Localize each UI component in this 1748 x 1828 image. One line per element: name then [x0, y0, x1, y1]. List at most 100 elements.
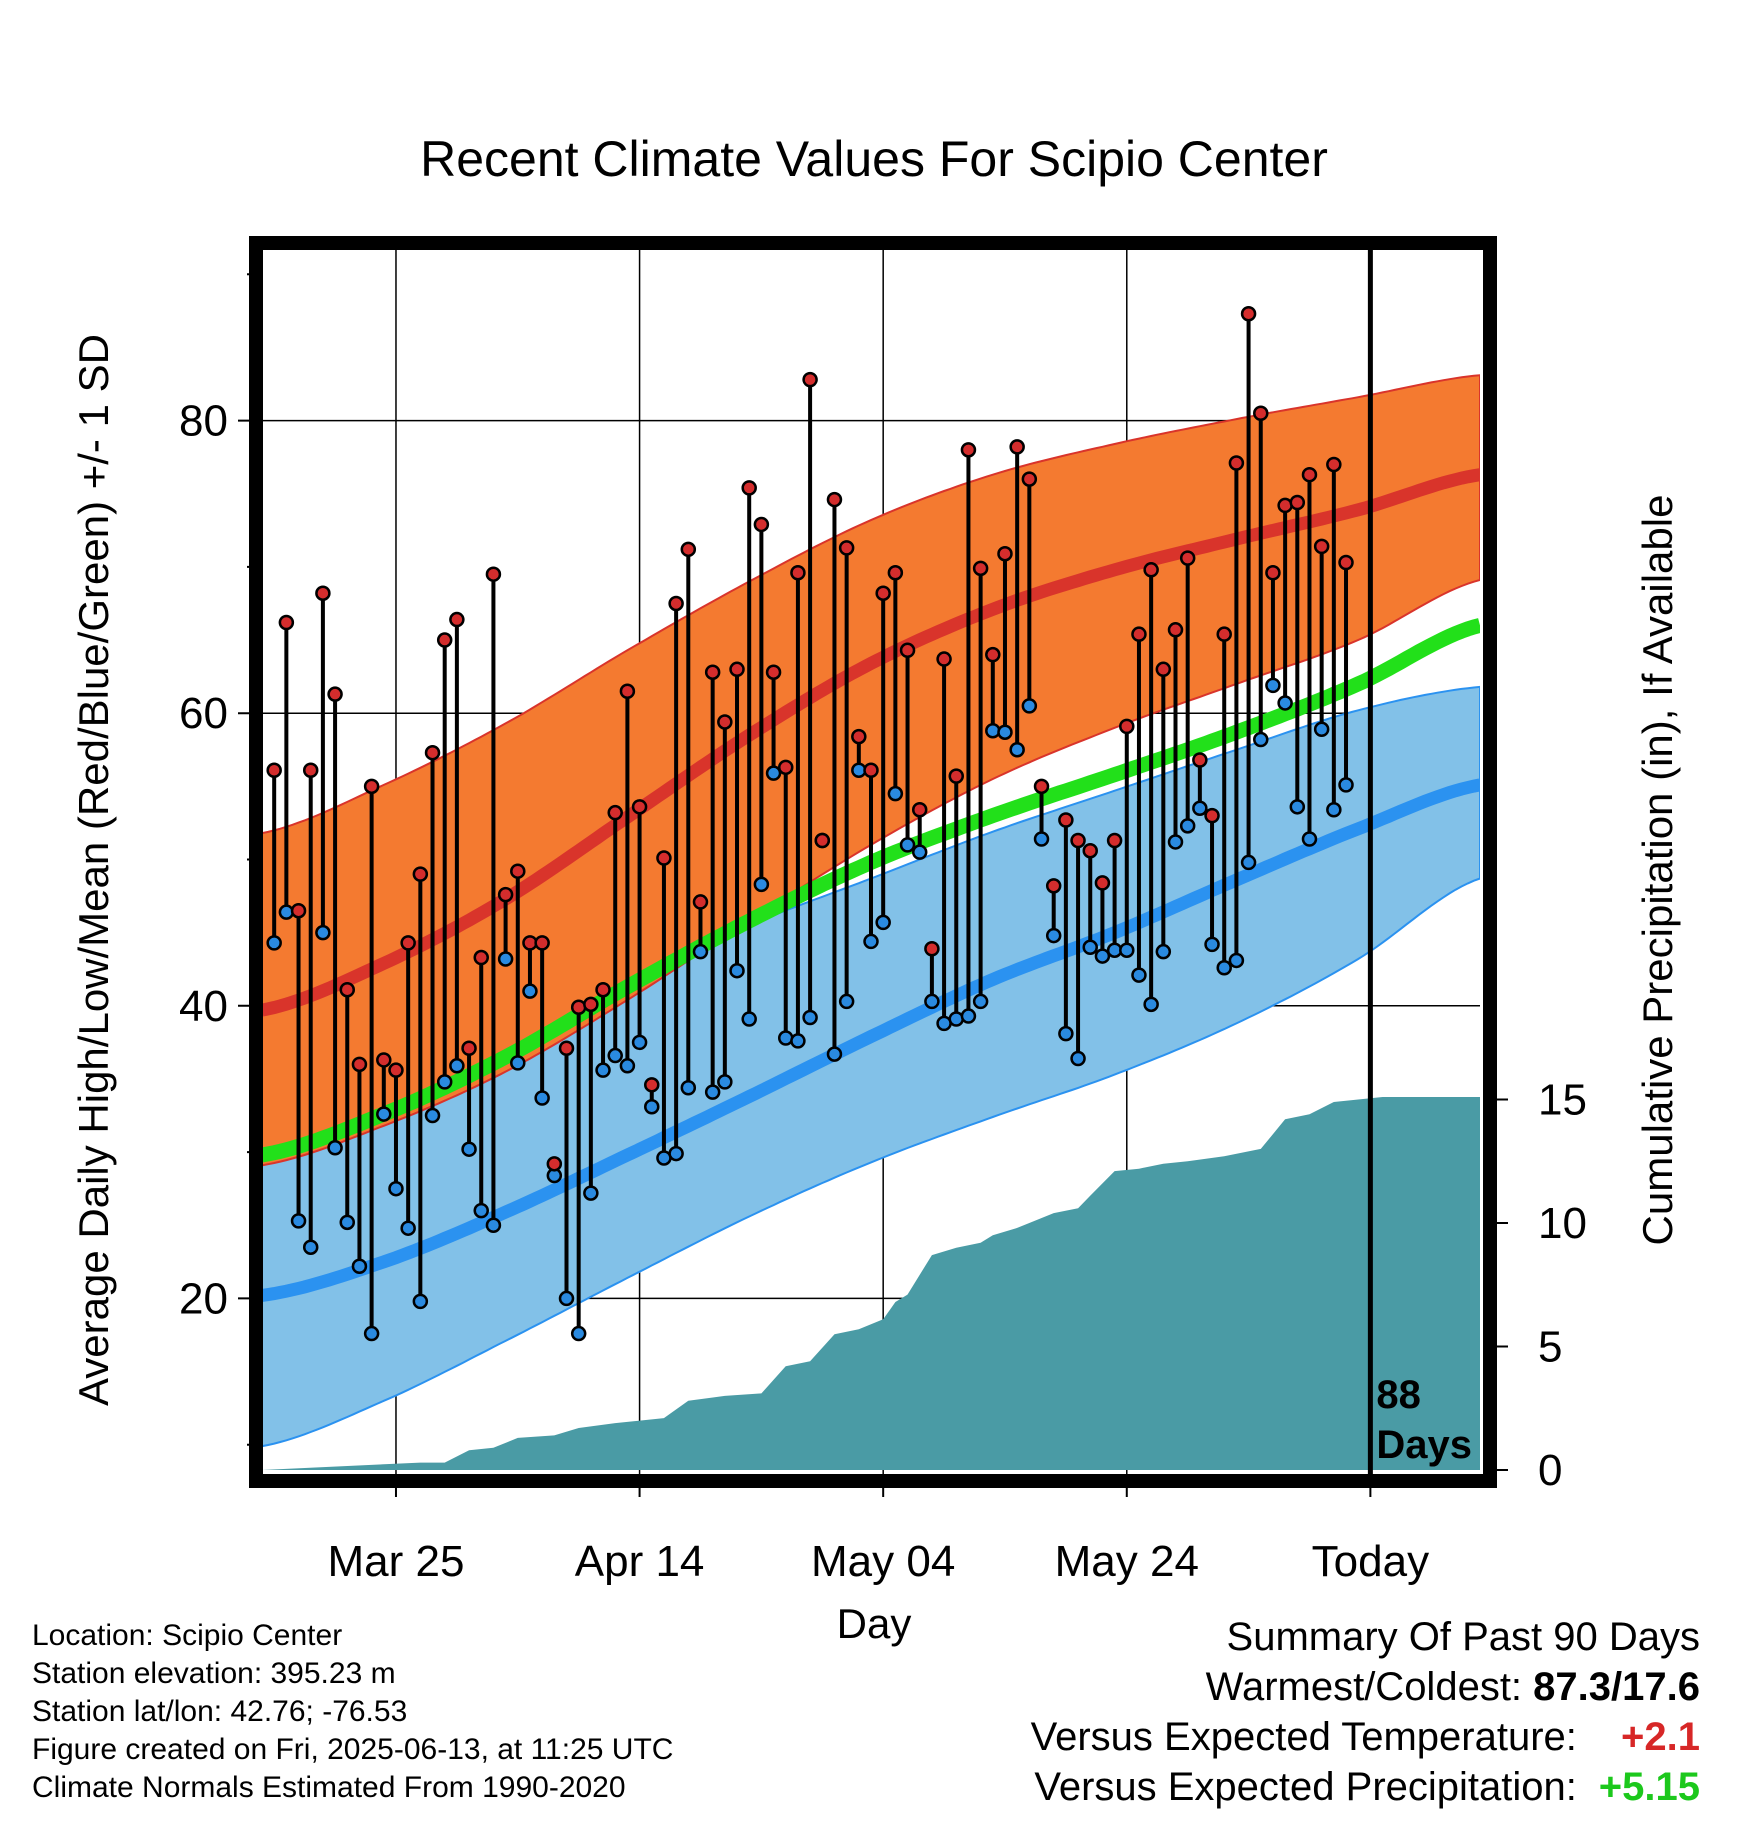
daily-high-point: [802, 371, 818, 388]
precip-area: [262, 1097, 1480, 1470]
daily-high-point: [497, 886, 514, 903]
daily-low-point: [1070, 1050, 1086, 1067]
daily-low-point: [644, 1099, 660, 1115]
daily-high-point: [826, 491, 843, 508]
daily-high-point: [838, 540, 855, 556]
daily-low-point: [302, 1239, 319, 1255]
daily-high-point: [546, 1156, 563, 1172]
daily-high-point: [1192, 752, 1208, 768]
today-days-label: 88: [1376, 1373, 1421, 1417]
daily-high-point: [266, 762, 282, 779]
warmest-coldest-row: Warmest/Coldest: 87.3/17.6: [1031, 1662, 1700, 1712]
daily-high-point: [1143, 562, 1159, 578]
today-days-label: Days: [1376, 1423, 1472, 1467]
daily-high-point: [1228, 455, 1245, 471]
daily-low-point: [911, 844, 928, 860]
temp-vs-expected-value: +2.1: [1621, 1715, 1700, 1759]
daily-low-point: [570, 1325, 587, 1342]
low-mean-line: [262, 778, 1480, 1302]
daily-low-point: [1326, 802, 1342, 818]
daily-low-point: [607, 1047, 623, 1064]
daily-high-point: [851, 728, 867, 745]
daily-low-point: [436, 1074, 453, 1090]
daily-high-point: [1326, 456, 1342, 473]
daily-low-point: [704, 1084, 721, 1100]
daily-high-point: [1167, 622, 1184, 638]
daily-high-point: [290, 902, 307, 919]
daily-low-point: [765, 765, 782, 781]
daily-high-point: [1155, 661, 1172, 678]
daily-high-point: [704, 664, 721, 680]
daily-high-point: [790, 564, 806, 581]
y-tick-label-left: 20: [179, 1274, 228, 1323]
daily-low-point: [985, 722, 1001, 739]
daily-low-point: [510, 1055, 526, 1071]
daily-low-point: [388, 1180, 404, 1197]
daily-high-point: [1313, 538, 1330, 555]
daily-high-point: [1253, 405, 1269, 422]
daily-high-point: [534, 935, 550, 951]
daily-low-point: [534, 1090, 550, 1106]
x-axis-label: Day: [837, 1600, 912, 1647]
station-info: Location: Scipio Center Station elevatio…: [32, 1617, 673, 1807]
daily-low-point: [363, 1325, 380, 1342]
daily-low-point: [1045, 927, 1062, 944]
daily-low-point: [729, 962, 745, 979]
daily-high-point: [680, 541, 697, 558]
daily-high-point: [960, 442, 977, 458]
daily-low-point: [753, 876, 770, 893]
daily-low-point: [1155, 943, 1172, 960]
daily-high-point: [668, 595, 684, 612]
precip-vs-expected-row: Versus Expected Precipitation: +5.15: [1031, 1762, 1700, 1812]
daily-high-point: [985, 646, 1001, 663]
daily-high-point: [1240, 306, 1257, 322]
daily-high-point: [583, 996, 599, 1013]
daily-high-point: [278, 614, 295, 631]
daily-low-point: [583, 1185, 599, 1201]
daily-high-point: [692, 894, 709, 910]
daily-high-point: [1106, 832, 1123, 849]
daily-low-point: [838, 993, 855, 1010]
daily-low-point: [717, 1074, 733, 1090]
daily-high-point: [473, 949, 489, 966]
x-tick-label: Mar 25: [328, 1537, 465, 1586]
daily-high-point: [814, 832, 831, 849]
x-tick-label: Today: [1312, 1537, 1429, 1586]
x-tick-label: Apr 14: [575, 1537, 705, 1586]
daily-low-point: [1240, 854, 1257, 871]
daily-low-point: [777, 1030, 794, 1046]
daily-low-point: [1167, 834, 1184, 850]
daily-high-point: [400, 935, 416, 951]
daily-low-point: [278, 904, 295, 920]
daily-low-point: [595, 1062, 611, 1078]
daily-high-point: [741, 480, 757, 496]
daily-low-point: [412, 1293, 429, 1310]
daily-low-point: [741, 1011, 757, 1027]
daily-low-point: [863, 933, 879, 950]
daily-low-point: [997, 724, 1013, 740]
elevation-text: Station elevation: 395.23 m: [32, 1657, 396, 1690]
daily-high-point: [327, 686, 343, 702]
chart-title: Recent Climate Values For Scipio Center: [420, 131, 1328, 187]
daily-high-point: [619, 683, 636, 699]
daily-high-point: [449, 611, 465, 628]
daily-low-point: [1094, 948, 1111, 964]
daily-high-point: [911, 802, 928, 818]
daily-high-point: [1265, 564, 1281, 581]
daily-high-point: [863, 762, 879, 779]
daily-high-point: [656, 850, 672, 866]
daily-high-point: [351, 1056, 368, 1073]
daily-low-point: [1192, 800, 1208, 817]
x-tick-label: May 04: [811, 1537, 955, 1586]
daily-low-point: [315, 924, 331, 941]
daily-low-point: [1228, 952, 1245, 969]
plot-area: 88 Days 20 40 60 80 0 5 10 15 Mar 25 Apr 14 May 04 Ma…: [179, 236, 1587, 1586]
summary-heading: Summary Of Past 90 Days: [1226, 1615, 1700, 1659]
daily-low-point: [1009, 742, 1025, 758]
daily-low-point: [1253, 731, 1269, 748]
daily-low-point: [887, 785, 904, 802]
daily-low-point: [1131, 967, 1147, 983]
warmest-coldest-value: 87.3/17.6: [1533, 1665, 1700, 1709]
daily-low-point: [424, 1107, 441, 1124]
